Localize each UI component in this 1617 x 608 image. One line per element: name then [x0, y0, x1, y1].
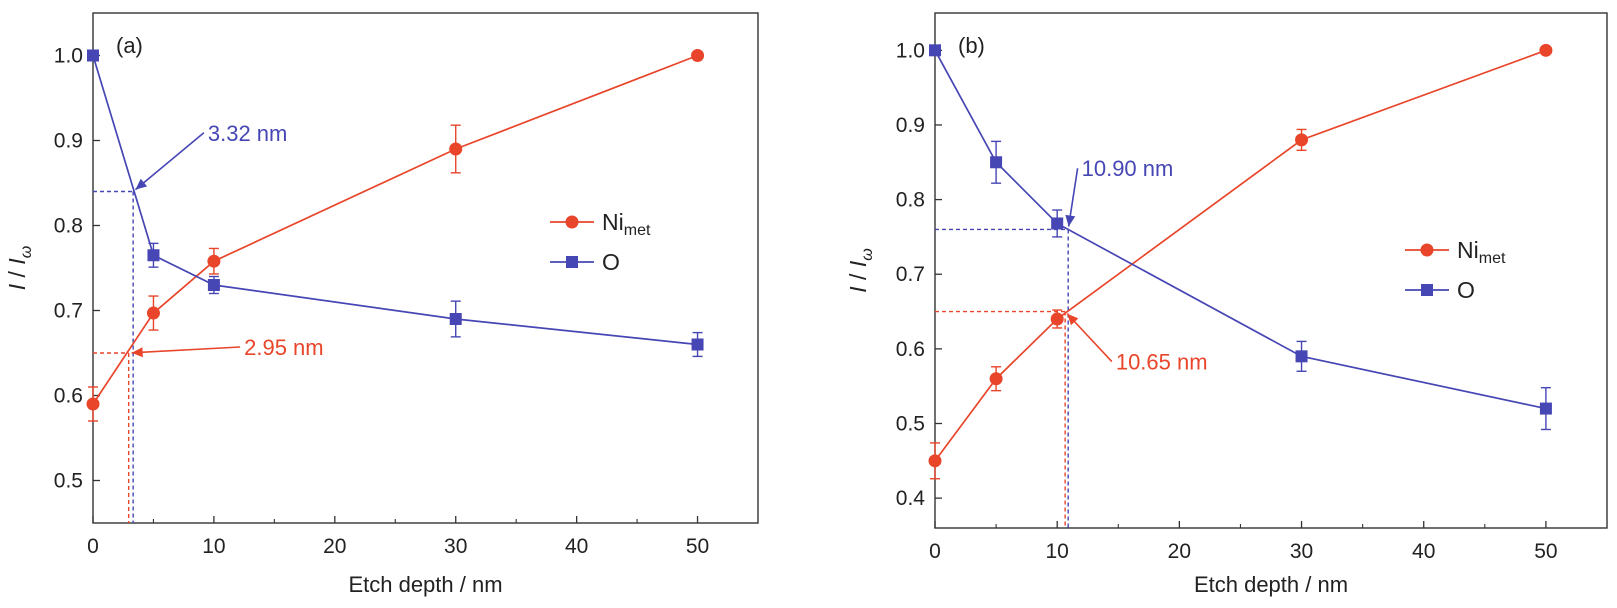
x-tick-label: 10 [1046, 540, 1069, 563]
series-line [92, 55, 698, 346]
y-tick-label: 0.5 [896, 413, 925, 436]
data-point [989, 372, 1003, 386]
annotation-label: 10.90 nm [1082, 156, 1174, 181]
plot-frame [934, 12, 1608, 529]
annotation-label: 2.95 nm [244, 335, 323, 360]
panel-label: (b) [958, 33, 985, 58]
legend-marker [566, 256, 578, 268]
plot-frame [92, 12, 759, 524]
x-tick-label: 40 [565, 535, 588, 558]
data-point [147, 249, 160, 262]
data-point [691, 49, 705, 62]
y-tick-label: 0.6 [54, 385, 83, 408]
y-axis-label: I / Iω [845, 248, 876, 292]
panel-a: 0 10 20 30 40 50 0.5 0.6 0.7 0.8 0.9 1.0 Etch depth … [4, 12, 759, 597]
x-tick-label: 10 [202, 535, 225, 558]
y-tick-label: 0.7 [896, 263, 925, 286]
legend-marker [1421, 284, 1433, 296]
legend-marker [1420, 243, 1434, 257]
series-o [929, 44, 1552, 431]
legend-label: O [602, 249, 620, 275]
x-tick-label: 30 [1290, 540, 1313, 563]
annotation-label: 3.32 nm [208, 121, 288, 146]
data-point [207, 279, 220, 291]
y-tick-label: 0.5 [54, 470, 83, 493]
y-tick-label: 1.0 [896, 39, 925, 62]
series-ni [86, 49, 705, 422]
panel-label: (a) [116, 33, 143, 58]
y-tick-label: 0.6 [896, 338, 925, 361]
x-tick-label: 20 [323, 535, 346, 558]
y-tick-label: 0.9 [54, 130, 83, 153]
y-tick-label: 0.4 [896, 487, 926, 510]
data-point [1539, 43, 1553, 57]
annotation-arrowhead [1067, 313, 1079, 326]
series-ni [928, 43, 1553, 480]
data-point [207, 254, 221, 268]
data-point [1051, 217, 1064, 230]
y-tick-label: 0.9 [896, 114, 925, 137]
data-point [1295, 350, 1308, 363]
x-tick-label: 30 [444, 535, 467, 558]
annotation-arrowhead [1065, 214, 1076, 227]
annotation-arrowhead [131, 347, 143, 358]
annotation-arrow [131, 346, 241, 354]
annotation-arrowhead [135, 178, 148, 190]
x-tick-label: 0 [87, 535, 99, 558]
data-point [87, 49, 99, 62]
y-axis-label: I / Iω [4, 246, 35, 290]
annotation-label: 10.65 nm [1116, 350, 1208, 375]
y-tick-label: 0.8 [896, 189, 925, 212]
x-tick-label: 0 [929, 540, 941, 563]
legend-label: Nimet [602, 209, 651, 239]
legend-marker [565, 215, 579, 229]
data-point [449, 142, 463, 156]
panel-b: 0 10 20 30 40 50 0.4 0.5 0.6 0.7 0.8 0.9 1.0 Etch dep… [845, 12, 1608, 597]
data-point [449, 313, 462, 325]
legend-label: O [1457, 277, 1475, 303]
data-point [928, 454, 942, 468]
data-point [929, 44, 941, 57]
data-point [86, 397, 100, 411]
x-tick-label: 40 [1412, 540, 1435, 563]
legend-entry: O [550, 249, 620, 275]
x-tick-label: 50 [686, 535, 709, 558]
data-point [1295, 133, 1309, 147]
legend-entry: Nimet [1405, 237, 1506, 267]
data-point [691, 338, 704, 351]
legend-entry: Nimet [550, 209, 651, 239]
annotation-arrow [134, 132, 205, 191]
series-o [87, 49, 704, 358]
series-line [934, 49, 1547, 462]
y-tick-label: 0.7 [54, 300, 83, 323]
x-axis-label: Etch depth / nm [1194, 572, 1348, 597]
data-point [1539, 402, 1552, 415]
x-tick-label: 20 [1168, 540, 1191, 563]
y-tick-label: 1.0 [54, 45, 83, 68]
x-axis-label: Etch depth / nm [348, 572, 502, 597]
y-tick-label: 0.8 [54, 215, 83, 238]
data-point [990, 156, 1003, 169]
legend-label: Nimet [1457, 237, 1506, 267]
x-tick-label: 50 [1534, 540, 1557, 563]
legend-entry: O [1405, 277, 1475, 303]
data-point [1050, 312, 1064, 326]
data-point [146, 306, 160, 320]
